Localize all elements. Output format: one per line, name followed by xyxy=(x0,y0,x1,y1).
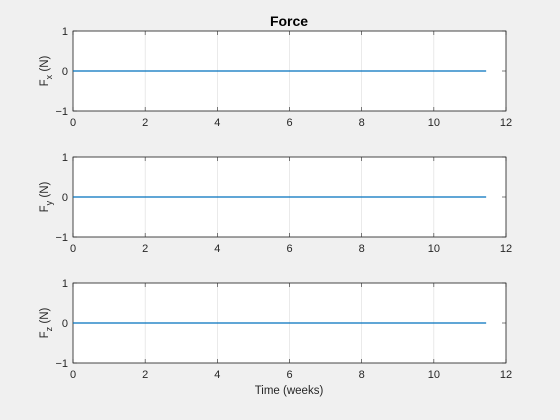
subplot-1-y-tick-label: −1 xyxy=(55,106,68,118)
subplot-2-x-tick-label: 4 xyxy=(214,243,220,255)
x-axis-label: Time (weeks) xyxy=(255,385,324,397)
subplot-2-x-tick-label: 10 xyxy=(428,243,440,255)
subplot-3-x-tick-label: 10 xyxy=(428,369,440,381)
subplot-1-y-tick-label: 1 xyxy=(62,26,68,38)
subplot-1-x-tick-label: 8 xyxy=(359,117,365,129)
subplot-3-y-tick-label: 0 xyxy=(62,318,68,330)
subplot-3-x-tick-label: 2 xyxy=(142,369,148,381)
subplot-1-x-tick-label: 0 xyxy=(70,117,76,129)
subplot-2-y-axis-label: Fy (N) xyxy=(39,181,54,212)
subplot-1-y-axis-label: Fx (N) xyxy=(39,55,54,86)
subplot-2-x-tick-label: 12 xyxy=(500,243,512,255)
subplot-1-x-tick-label: 2 xyxy=(142,117,148,129)
subplot-3-x-tick-label: 4 xyxy=(214,369,220,381)
subplot-3-y-axis-label: Fz (N) xyxy=(39,307,54,338)
subplot-2-x-tick-label: 0 xyxy=(70,243,76,255)
subplot-3-y-tick-label: 1 xyxy=(62,278,68,290)
subplot-3-x-tick-label: 8 xyxy=(359,369,365,381)
subplot-1-x-tick-label: 10 xyxy=(428,117,440,129)
subplot-2-y-tick-label: 0 xyxy=(62,192,68,204)
subplot-2-x-tick-label: 2 xyxy=(142,243,148,255)
subplot-1-y-tick-label: 0 xyxy=(62,66,68,78)
subplot-2-x-tick-label: 6 xyxy=(286,243,292,255)
subplot-1-x-tick-label: 4 xyxy=(214,117,220,129)
subplot-3-x-tick-label: 6 xyxy=(286,369,292,381)
subplot-3-y-tick-label: −1 xyxy=(55,358,68,370)
subplot-2-y-tick-label: −1 xyxy=(55,232,68,244)
subplot-1-x-tick-label: 12 xyxy=(500,117,512,129)
subplot-3-x-tick-label: 0 xyxy=(70,369,76,381)
subplot-2-y-tick-label: 1 xyxy=(62,152,68,164)
subplot-1-x-tick-label: 6 xyxy=(286,117,292,129)
subplot-3-x-tick-label: 12 xyxy=(500,369,512,381)
subplot-2-x-tick-label: 8 xyxy=(359,243,365,255)
chart-title: Force xyxy=(270,13,308,29)
